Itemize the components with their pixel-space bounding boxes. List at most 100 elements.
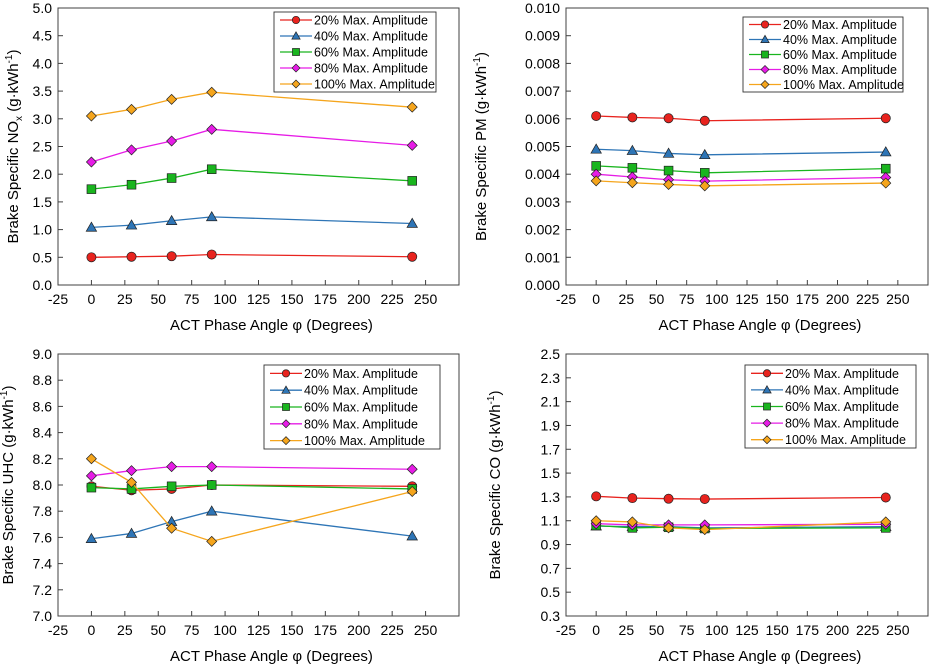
legend-item: 100% Max. Amplitude bbox=[270, 434, 425, 448]
legend-label: 20% Max. Amplitude bbox=[783, 18, 897, 32]
y-tick-label: 0.002 bbox=[525, 222, 560, 238]
data-point bbox=[407, 251, 418, 262]
x-tick-label: 200 bbox=[826, 622, 850, 638]
legend-item: 60% Max. Amplitude bbox=[751, 400, 899, 414]
data-point bbox=[206, 86, 218, 98]
data-point bbox=[166, 481, 177, 492]
legend-marker bbox=[762, 385, 772, 394]
x-tick-label: 100 bbox=[705, 291, 729, 307]
data-point bbox=[663, 178, 675, 190]
x-tick-label: 0 bbox=[88, 622, 96, 638]
series-4 bbox=[85, 461, 418, 482]
legend-marker bbox=[281, 369, 291, 378]
legend-item: 20% Max. Amplitude bbox=[749, 18, 897, 32]
legend-item: 80% Max. Amplitude bbox=[751, 417, 899, 431]
data-point bbox=[699, 494, 710, 505]
x-tick-label: 100 bbox=[705, 622, 729, 638]
x-tick-label: 250 bbox=[414, 622, 438, 638]
legend-marker bbox=[291, 31, 301, 40]
y-tick-label: 3.0 bbox=[33, 111, 53, 127]
y-tick-label: 1.5 bbox=[33, 194, 53, 210]
series-line bbox=[91, 91, 413, 117]
data-point bbox=[166, 251, 177, 262]
data-point bbox=[626, 177, 638, 189]
x-tick-label: 75 bbox=[679, 291, 695, 307]
x-tick-label: 250 bbox=[886, 622, 910, 638]
data-point bbox=[166, 173, 177, 183]
legend-label: 60% Max. Amplitude bbox=[783, 48, 897, 62]
y-tick-label: 0.3 bbox=[541, 608, 561, 624]
series-4 bbox=[85, 123, 418, 168]
legend: 20% Max. Amplitude 40% Max. Amplitude 60% … bbox=[273, 11, 437, 93]
data-point bbox=[880, 113, 891, 124]
legend-label: 80% Max. Amplitude bbox=[783, 63, 897, 77]
y-tick-label: 9.0 bbox=[33, 346, 53, 362]
y-axis-label-end: ) bbox=[5, 50, 22, 55]
y-tick-label: 2.5 bbox=[33, 139, 53, 155]
y-tick-label: 0.001 bbox=[525, 249, 560, 265]
data-point bbox=[126, 144, 138, 156]
y-tick-label: 4.5 bbox=[33, 28, 53, 44]
legend-marker bbox=[282, 403, 290, 411]
legend-label: 80% Max. Amplitude bbox=[785, 417, 899, 431]
data-point bbox=[85, 221, 98, 232]
y-tick-label: 2.0 bbox=[33, 166, 53, 182]
data-point bbox=[206, 123, 218, 135]
series-5 bbox=[85, 453, 418, 547]
y-tick-label: 0.010 bbox=[525, 0, 560, 16]
x-tick-label: 50 bbox=[649, 622, 665, 638]
data-point bbox=[699, 115, 710, 126]
data-point bbox=[126, 465, 138, 477]
x-tick-label: 25 bbox=[117, 291, 133, 307]
legend-item: 80% Max. Amplitude bbox=[749, 63, 897, 77]
data-point bbox=[85, 453, 97, 465]
x-tick-label: 50 bbox=[150, 622, 166, 638]
x-tick-label: 150 bbox=[280, 622, 304, 638]
series-line bbox=[91, 510, 413, 540]
x-tick-label: 225 bbox=[380, 622, 404, 638]
y-tick-label: 3.5 bbox=[33, 83, 53, 99]
data-point bbox=[85, 110, 97, 122]
series-3 bbox=[591, 161, 891, 178]
series-1 bbox=[591, 111, 891, 126]
data-point bbox=[591, 111, 602, 121]
x-tick-label: -25 bbox=[556, 291, 576, 307]
data-point bbox=[626, 516, 638, 528]
legend-item: 40% Max. Amplitude bbox=[751, 383, 899, 397]
y-tick-label: 1.9 bbox=[541, 417, 561, 433]
x-tick-label: 0 bbox=[88, 291, 96, 307]
series-line bbox=[91, 466, 413, 477]
series-line bbox=[91, 168, 413, 190]
y-tick-label: 0.007 bbox=[525, 83, 560, 99]
data-point bbox=[880, 492, 891, 503]
x-tick-label: 175 bbox=[796, 622, 820, 638]
y-axis-label-end: ) bbox=[473, 52, 490, 57]
data-point bbox=[591, 491, 602, 502]
y-axis-label-units: (g·kWh bbox=[473, 66, 490, 119]
data-point bbox=[165, 214, 178, 225]
data-point bbox=[206, 249, 217, 260]
legend-item: 20% Max. Amplitude bbox=[280, 14, 428, 28]
y-axis-label-main: Brake Specific UHC bbox=[0, 452, 17, 585]
y-tick-label: 1.7 bbox=[541, 441, 561, 457]
y-tick-label: 4.0 bbox=[33, 55, 53, 71]
data-point bbox=[126, 179, 137, 190]
legend-item: 60% Max. Amplitude bbox=[749, 48, 897, 62]
data-point bbox=[406, 530, 419, 541]
data-point bbox=[663, 493, 674, 504]
legend-label: 80% Max. Amplitude bbox=[304, 417, 418, 431]
legend-label: 20% Max. Amplitude bbox=[304, 367, 418, 381]
y-tick-label: 7.2 bbox=[33, 582, 53, 598]
x-tick-label: -25 bbox=[48, 291, 68, 307]
data-point bbox=[125, 527, 138, 538]
data-point bbox=[85, 470, 97, 482]
x-tick-label: 175 bbox=[314, 291, 338, 307]
data-point bbox=[206, 164, 217, 174]
data-point bbox=[881, 163, 891, 174]
data-point bbox=[627, 493, 638, 504]
data-point bbox=[406, 486, 418, 498]
series-line bbox=[596, 115, 886, 122]
data-point bbox=[205, 505, 218, 516]
legend-item: 40% Max. Amplitude bbox=[270, 384, 418, 398]
